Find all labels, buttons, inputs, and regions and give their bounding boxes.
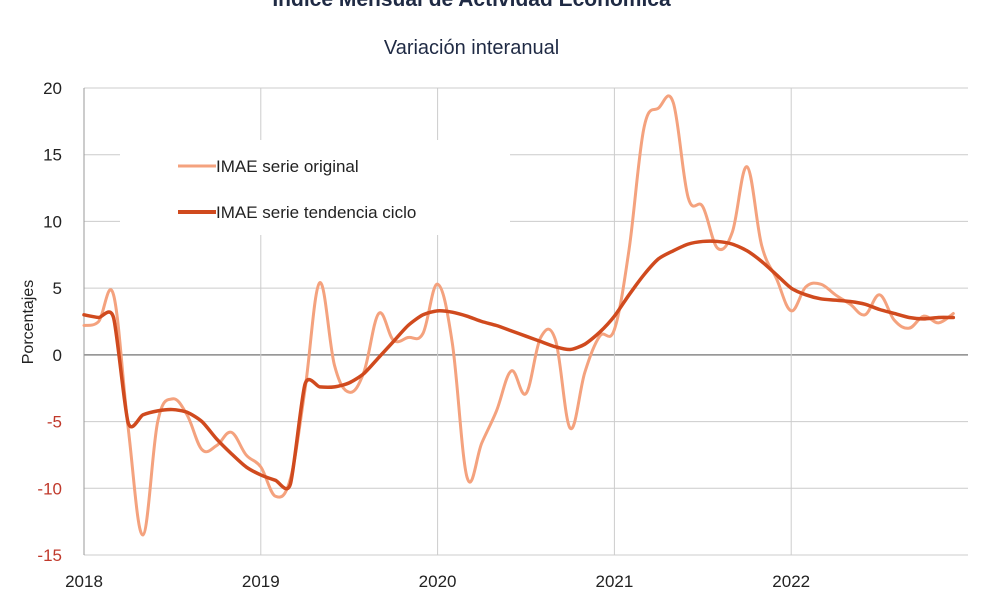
y-tick-label: 0	[53, 346, 62, 365]
legend-label-original: IMAE serie original	[216, 157, 359, 176]
series-line-trend	[82, 239, 956, 491]
x-tick-label: 2022	[772, 572, 810, 591]
x-tick-label: 2019	[242, 572, 280, 591]
chart-title: Índice Mensual de Actividad Económica	[0, 0, 943, 12]
y-tick-label: 5	[53, 279, 62, 298]
y-tick-label: 10	[43, 212, 62, 231]
y-tick-label: -5	[47, 413, 62, 432]
y-tick-label: 15	[43, 146, 62, 165]
y-tick-label: -15	[37, 546, 62, 565]
series-line-original	[82, 94, 955, 537]
x-tick-label: 2018	[65, 572, 103, 591]
y-axis-label: Porcentajes	[20, 280, 37, 365]
legend: IMAE serie original IMAE serie tendencia…	[120, 140, 510, 235]
y-tick-label: -10	[37, 479, 62, 498]
x-tick-label: 2020	[419, 572, 457, 591]
series-lines	[82, 94, 956, 537]
legend-box	[120, 140, 510, 235]
x-tick-label: 2021	[595, 572, 633, 591]
legend-label-trend: IMAE serie tendencia ciclo	[216, 203, 416, 222]
chart-subtitle: Variación interanual	[383, 37, 560, 59]
y-tick-label: 20	[43, 79, 62, 98]
